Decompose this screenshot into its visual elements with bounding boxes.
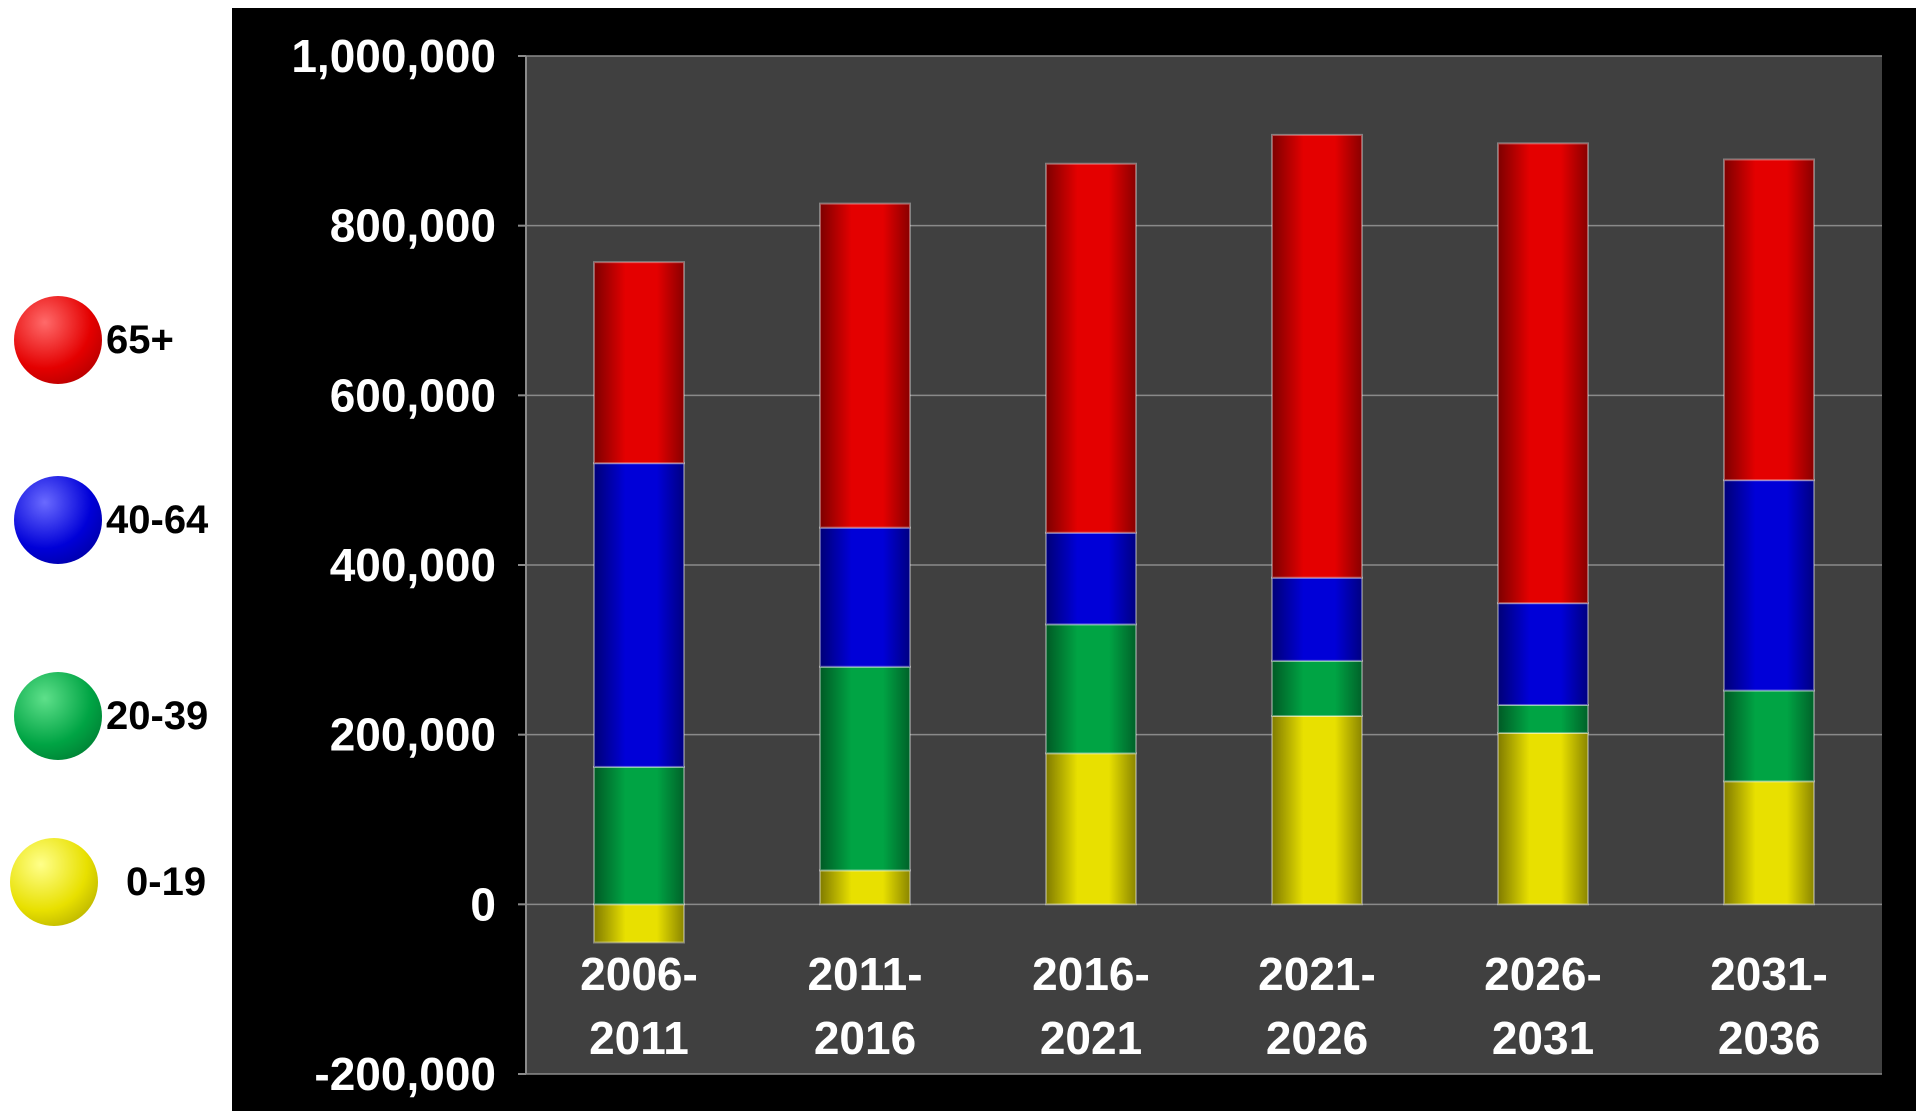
- x-tick-label: 2031-2036: [1710, 948, 1828, 1064]
- x-tick-label: 2006-2011: [580, 948, 698, 1064]
- y-tick-label: 0: [470, 878, 496, 930]
- bar-segment-20-39: [1497, 703, 1589, 734]
- stacked-bar-chart: -200,000 0 200,000 400,000 600,000 800,000 1,0…: [291, 30, 1882, 1100]
- bar-segment-40-64: [1497, 602, 1589, 706]
- y-tick-label: -200,000: [314, 1048, 496, 1100]
- legend-swatch-0-19: [10, 838, 98, 926]
- bar-segment-0-19: [819, 869, 911, 906]
- y-tick-label: 400,000: [330, 539, 496, 591]
- x-tick-label: 2021-2026: [1258, 948, 1376, 1064]
- bar-segment-40-64: [1723, 479, 1815, 692]
- bar-segment-65-plus: [1045, 162, 1137, 534]
- bar-segment-65-plus: [1497, 142, 1589, 605]
- legend-label-20-39: 20-39: [106, 694, 209, 738]
- x-tick-label: 2016-2021: [1032, 948, 1150, 1064]
- y-tick-label: 600,000: [330, 369, 496, 421]
- bar-segment-65-plus: [1723, 158, 1815, 482]
- bar-segment-40-64: [1271, 576, 1363, 662]
- bar-segment-20-39: [593, 765, 685, 906]
- x-tick-label: 2026-2031: [1484, 948, 1602, 1064]
- legend-item-0-19: 0-19: [0, 832, 232, 932]
- chart-panel: -200,000 0 200,000 400,000 600,000 800,000 1,0…: [232, 8, 1916, 1111]
- legend-item-40-64: 40-64: [0, 470, 232, 570]
- legend-label-0-19: 0-19: [126, 860, 207, 904]
- legend-label-65-plus: 65+: [106, 318, 174, 362]
- x-tick-label: 2011-2016: [807, 948, 922, 1064]
- legend-swatch-20-39: [14, 672, 102, 760]
- bar-segment-20-39: [819, 665, 911, 872]
- legend-swatch-40-64: [14, 476, 102, 564]
- bar-segment-40-64: [819, 526, 911, 668]
- bar-segment-0-19: [1045, 752, 1137, 906]
- bar-segment-0-19: [1271, 715, 1363, 906]
- bar-segment-0-19: [1497, 731, 1589, 906]
- legend: 65+ 40-64 20-39 0-19: [0, 0, 232, 1111]
- bar-segment-20-39: [1723, 689, 1815, 783]
- legend-swatch-65-plus: [14, 296, 102, 384]
- legend-item-20-39: 20-39: [0, 666, 232, 766]
- bar-segment-40-64: [593, 462, 685, 768]
- bar-segment-0-19: [593, 903, 685, 944]
- bar-segment-20-39: [1045, 623, 1137, 755]
- legend-label-40-64: 40-64: [106, 498, 209, 542]
- y-tick-label: 800,000: [330, 200, 496, 252]
- bar-segment-0-19: [1723, 780, 1815, 906]
- bar-segment-65-plus: [1271, 133, 1363, 579]
- bar-segment-65-plus: [819, 202, 911, 529]
- bar-segment-65-plus: [593, 261, 685, 465]
- legend-item-65-plus: 65+: [0, 290, 232, 390]
- y-tick-label: 1,000,000: [291, 30, 496, 82]
- bar-segment-40-64: [1045, 531, 1137, 626]
- bar-segment-20-39: [1271, 659, 1363, 718]
- y-tick-label: 200,000: [330, 709, 496, 761]
